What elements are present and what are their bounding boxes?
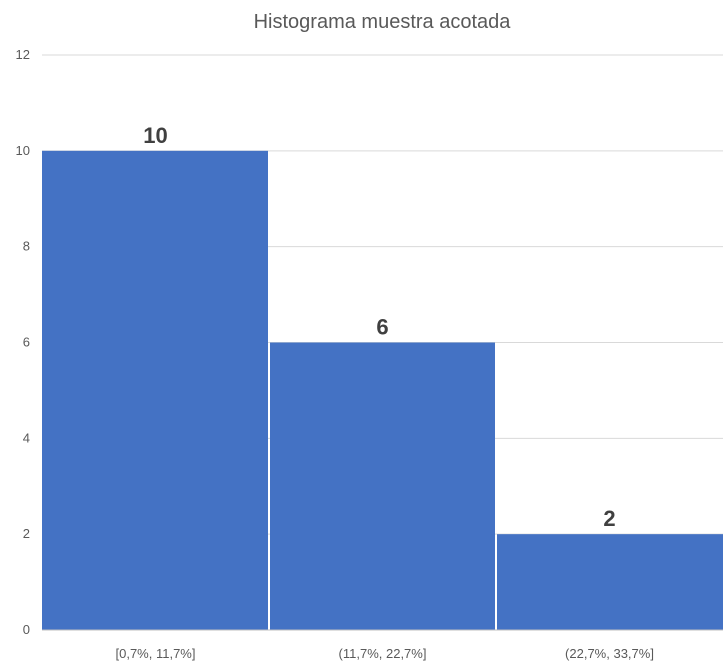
y-tick-label-2: 4 xyxy=(23,430,30,445)
bars xyxy=(42,150,723,631)
y-tick-label-1: 2 xyxy=(23,526,30,541)
y-tick-label-4: 8 xyxy=(23,239,30,254)
y-tick-label-3: 6 xyxy=(23,335,30,350)
x-axis-categories: [0,7%, 11,7%] (11,7%, 22,7%] (22,7%, 33,7%… xyxy=(116,646,654,661)
y-axis-ticks: 0 2 4 6 8 10 12 xyxy=(16,47,30,637)
bar-1 xyxy=(270,342,495,630)
data-label-0: 10 xyxy=(143,123,167,148)
x-category-label-0: [0,7%, 11,7%] xyxy=(116,646,196,661)
bar-0 xyxy=(42,150,268,631)
data-labels: 10 6 2 xyxy=(143,123,615,531)
data-label-2: 2 xyxy=(603,506,615,531)
y-tick-label-5: 10 xyxy=(16,143,30,158)
y-tick-label-6: 12 xyxy=(16,47,30,62)
data-label-1: 6 xyxy=(376,315,388,340)
x-category-label-2: (22,7%, 33,7%] xyxy=(565,646,654,661)
y-tick-label-0: 0 xyxy=(23,622,30,637)
chart-title: Histograma muestra acotada xyxy=(254,11,512,33)
x-category-label-1: (11,7%, 22,7%] xyxy=(339,646,427,661)
bar-2 xyxy=(497,534,723,630)
